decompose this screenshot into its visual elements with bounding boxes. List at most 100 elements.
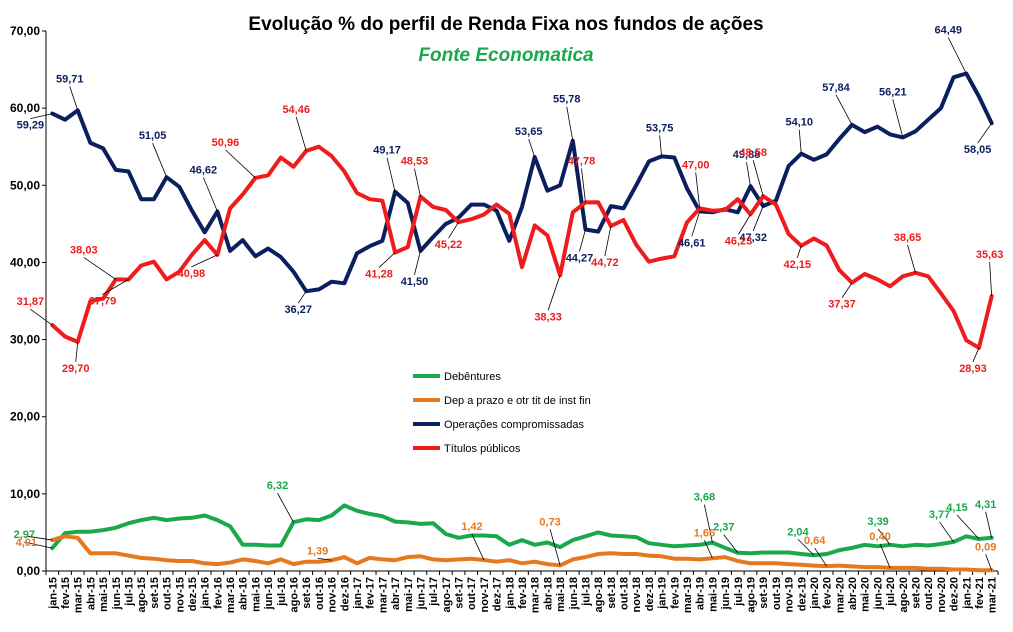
x-tick-label: abr-18 (542, 577, 554, 610)
annotation-leader-line (414, 250, 421, 275)
annotation-leader-line (972, 347, 980, 362)
annotation-leader-line (752, 205, 764, 232)
annotation-leader-line (989, 262, 993, 297)
data-label: 54,10 (785, 117, 813, 129)
x-tick-label: ago-18 (593, 577, 605, 612)
annotation-leader-line (191, 254, 218, 268)
x-tick-label: jan-18 (504, 577, 516, 610)
x-axis-ticks: jan-15 fev-15 mar-15 abr-15 mai-15 jun-15 jul-… (45, 571, 999, 613)
annotation-leader-line (547, 275, 561, 311)
x-tick-label: ago-15 (136, 577, 148, 612)
x-tick-label: jun-15 (111, 577, 123, 610)
y-tick-label: 50,00 (10, 178, 40, 192)
x-tick-label: jul-19 (733, 577, 745, 607)
x-tick-label: mar-17 (377, 577, 389, 613)
x-tick-label: mai-16 (250, 577, 262, 612)
x-tick-label: nov-19 (784, 577, 796, 612)
data-label: 37,37 (828, 299, 856, 311)
legend-item-label: Títulos públicos (444, 443, 521, 455)
x-tick-label: nov-17 (479, 577, 491, 612)
annotation-leader-line (939, 521, 954, 543)
x-tick-label: jan-16 (200, 577, 212, 610)
legend-item-label: Debêntures (444, 371, 501, 383)
data-label: 4,01 (16, 537, 37, 549)
data-label: 49,88 (733, 149, 761, 161)
data-label: 55,78 (553, 94, 581, 106)
data-label: 28,93 (959, 363, 987, 375)
annotation-leader-line (835, 94, 853, 125)
data-label: 0,09 (975, 541, 996, 553)
data-label: 6,32 (267, 480, 288, 492)
data-label: 38,65 (894, 232, 922, 244)
annotation-leader-line (985, 554, 993, 571)
annotation-leader-line (879, 543, 891, 569)
annotation-leader-line (386, 157, 396, 192)
annotation-leader-line (814, 547, 827, 567)
x-tick-label: abr-17 (390, 577, 402, 610)
data-label: 46,23 (725, 235, 753, 247)
x-tick-label: nov-20 (936, 577, 948, 612)
annotation-leader-line (746, 162, 751, 187)
y-tick-label: 10,00 (10, 487, 40, 501)
chart-title: Evolução % do perfil de Renda Fixa nos f… (248, 14, 763, 35)
x-tick-label: fev-15 (60, 577, 72, 609)
data-label: 47,78 (568, 155, 596, 167)
x-tick-label: mar-18 (530, 577, 542, 613)
data-label: 51,05 (139, 130, 167, 142)
annotation-leader-line (752, 160, 764, 197)
annotation-leader-line (581, 168, 586, 203)
annotation-leader-line (985, 511, 993, 538)
data-label: 44,27 (566, 252, 594, 264)
data-label: 48,58 (739, 147, 767, 159)
x-tick-label: set-15 (149, 577, 161, 609)
annotation-leader-line (528, 139, 536, 158)
annotation-leader-line (317, 557, 332, 561)
annotation-leader-line (297, 290, 307, 304)
data-label: 59,29 (17, 120, 45, 132)
annotation-leader-line (604, 225, 612, 257)
annotation-leader-line (26, 535, 53, 541)
x-tick-label: jul-15 (124, 577, 136, 607)
y-tick-label: 30,00 (10, 333, 40, 347)
data-label: 1,65 (694, 527, 715, 539)
annotation-leader-line (723, 534, 739, 553)
data-label: 37,79 (89, 295, 117, 307)
x-tick-label: jun-18 (568, 577, 580, 610)
annotation-leader-line (977, 122, 992, 144)
annotation-leader-line (69, 86, 79, 111)
data-label: 64,49 (935, 25, 963, 37)
x-tick-label: out-20 (923, 577, 935, 610)
x-tick-label: abr-19 (695, 577, 707, 610)
x-tick-label: ago-16 (289, 577, 301, 612)
annotation-leader-line (83, 257, 117, 280)
x-tick-label: out-16 (314, 577, 326, 610)
data-label: 57,84 (822, 82, 850, 94)
data-label: 1,42 (461, 521, 482, 533)
annotation-leader-line (277, 493, 294, 523)
x-tick-label: set-16 (301, 577, 313, 609)
legend-item-label: Operações compromissadas (444, 419, 585, 431)
data-label: 47,32 (739, 232, 767, 244)
annotation-leader-line (152, 143, 167, 178)
x-tick-label: mar-15 (73, 577, 85, 613)
annotation-leader-line (414, 168, 421, 197)
data-label: 53,75 (646, 122, 674, 134)
x-tick-label: mar-19 (682, 577, 694, 613)
x-tick-label: out-18 (619, 577, 631, 610)
annotation-leader-line (566, 106, 574, 141)
x-tick-label: abr-16 (238, 577, 250, 610)
series-line-3 (50, 144, 994, 350)
data-label: 2,37 (713, 522, 734, 534)
annotation-leader-line (30, 308, 53, 326)
x-tick-label: ago-17 (441, 577, 453, 612)
data-label: 3,68 (694, 492, 715, 504)
y-tick-label: 0,00 (17, 564, 41, 578)
data-label: 58,05 (964, 144, 992, 156)
x-tick-label: fev-19 (669, 577, 681, 609)
legend: Debêntures Dep a prazo e otr tit de inst … (413, 371, 591, 455)
data-label: 3,39 (867, 516, 888, 528)
x-tick-label: mai-19 (707, 577, 719, 612)
annotation-leader-line (738, 214, 751, 235)
x-tick-label: dez-15 (187, 577, 199, 611)
x-tick-label: dez-20 (949, 577, 961, 611)
